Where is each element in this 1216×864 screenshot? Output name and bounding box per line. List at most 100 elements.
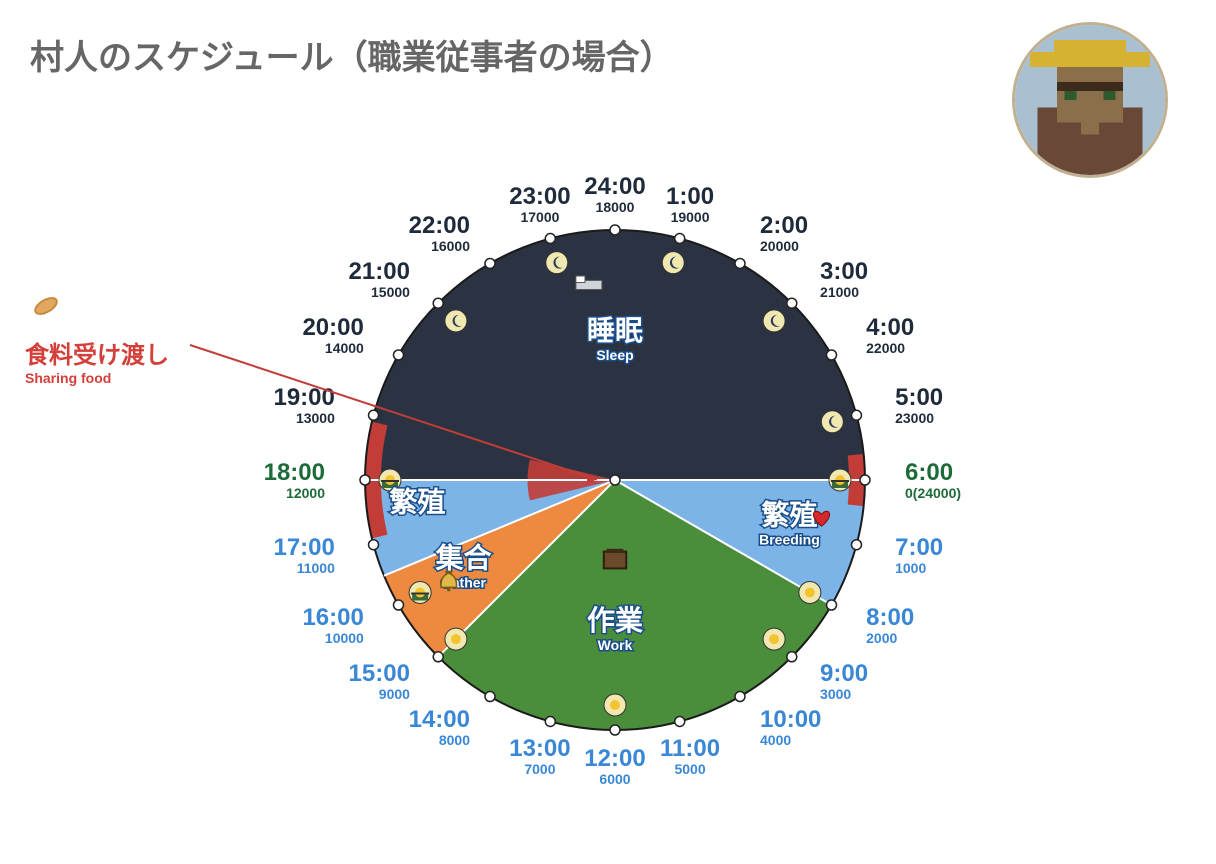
tick-dot-12 bbox=[610, 725, 620, 735]
tick-dot-24 bbox=[610, 225, 620, 235]
tick-dot-23 bbox=[545, 234, 555, 244]
svg-text:8:00: 8:00 bbox=[866, 604, 914, 631]
tick-dot-19 bbox=[369, 410, 379, 420]
svg-text:22:00: 22:00 bbox=[409, 212, 470, 239]
hour-label-13: 13:007000 bbox=[509, 735, 570, 777]
hour-label-23: 23:0017000 bbox=[509, 183, 570, 225]
tick-dot-4 bbox=[827, 350, 837, 360]
tick-dot-17 bbox=[369, 540, 379, 550]
svg-text:集合: 集合 bbox=[434, 542, 492, 574]
svg-text:18000: 18000 bbox=[596, 199, 635, 215]
phase-icon-dawn bbox=[829, 469, 851, 491]
tick-dot-1 bbox=[675, 234, 685, 244]
svg-text:3000: 3000 bbox=[820, 686, 851, 702]
tick-dot-10 bbox=[735, 692, 745, 702]
svg-text:18:00: 18:00 bbox=[264, 459, 325, 486]
svg-text:23000: 23000 bbox=[895, 410, 934, 426]
composter-icon bbox=[604, 549, 626, 569]
svg-text:5000: 5000 bbox=[674, 761, 705, 777]
phase-icon-day bbox=[445, 628, 467, 650]
svg-text:16:00: 16:00 bbox=[302, 604, 363, 631]
svg-text:10000: 10000 bbox=[325, 630, 364, 646]
hour-label-2: 2:0020000 bbox=[760, 212, 808, 254]
svg-text:2000: 2000 bbox=[866, 630, 897, 646]
svg-text:7000: 7000 bbox=[524, 761, 555, 777]
tick-dot-15 bbox=[433, 652, 443, 662]
svg-text:11000: 11000 bbox=[297, 560, 335, 576]
schedule-clock-chart: 24:00180001:00190002:00200003:00210004:0… bbox=[0, 0, 1216, 864]
phase-icon-night bbox=[662, 252, 684, 274]
svg-text:Work: Work bbox=[598, 637, 633, 653]
svg-text:12:00: 12:00 bbox=[584, 745, 645, 772]
svg-text:16000: 16000 bbox=[431, 238, 470, 254]
svg-text:23:00: 23:00 bbox=[509, 183, 570, 210]
svg-text:9:00: 9:00 bbox=[820, 660, 868, 687]
hour-label-20: 20:0014000 bbox=[302, 314, 364, 356]
svg-text:21000: 21000 bbox=[820, 284, 859, 300]
svg-text:14:00: 14:00 bbox=[409, 706, 470, 733]
svg-text:睡眠: 睡眠 bbox=[587, 315, 643, 346]
svg-text:17000: 17000 bbox=[520, 209, 559, 225]
svg-text:2:00: 2:00 bbox=[760, 212, 808, 239]
svg-text:0(24000): 0(24000) bbox=[905, 485, 961, 501]
svg-text:作業: 作業 bbox=[587, 605, 643, 636]
hour-label-4: 4:0022000 bbox=[866, 314, 914, 356]
svg-text:22000: 22000 bbox=[866, 340, 905, 356]
hour-label-8: 8:002000 bbox=[866, 604, 914, 646]
svg-text:9000: 9000 bbox=[379, 686, 410, 702]
tick-dot-20 bbox=[393, 350, 403, 360]
hour-label-18: 18:0012000 bbox=[264, 459, 326, 501]
tick-dot-18 bbox=[360, 475, 370, 485]
phase-icon-day bbox=[799, 582, 821, 604]
hour-label-16: 16:0010000 bbox=[302, 604, 364, 646]
svg-text:4:00: 4:00 bbox=[866, 314, 914, 341]
tick-dot-9 bbox=[787, 652, 797, 662]
svg-text:3:00: 3:00 bbox=[820, 258, 868, 285]
tick-dot-6 bbox=[860, 475, 870, 485]
hour-label-21: 21:0015000 bbox=[349, 258, 411, 300]
tick-dot-11 bbox=[675, 716, 685, 726]
svg-text:繁殖: 繁殖 bbox=[761, 499, 817, 530]
svg-text:5:00: 5:00 bbox=[895, 384, 943, 411]
tick-dot-3 bbox=[787, 298, 797, 308]
svg-text:19:00: 19:00 bbox=[273, 384, 334, 411]
hour-label-6: 6:000(24000) bbox=[905, 459, 961, 501]
tick-dot-16 bbox=[393, 600, 403, 610]
svg-text:7:00: 7:00 bbox=[895, 534, 943, 561]
svg-text:11:00: 11:00 bbox=[660, 735, 720, 762]
tick-dot-21 bbox=[433, 298, 443, 308]
tick-dot-7 bbox=[851, 540, 861, 550]
phase-icon-night bbox=[445, 310, 467, 332]
phase-icon-night bbox=[763, 310, 785, 332]
tick-dot-13 bbox=[545, 716, 555, 726]
svg-text:繁殖: 繁殖 bbox=[389, 486, 445, 517]
hour-label-9: 9:003000 bbox=[820, 660, 868, 702]
hour-label-3: 3:0021000 bbox=[820, 258, 868, 300]
svg-text:14000: 14000 bbox=[325, 340, 364, 356]
tick-dot-14 bbox=[485, 692, 495, 702]
svg-text:Breeding: Breeding bbox=[759, 531, 820, 547]
hour-label-24: 24:0018000 bbox=[584, 173, 645, 215]
svg-text:19000: 19000 bbox=[671, 209, 710, 225]
hour-label-10: 10:004000 bbox=[760, 706, 821, 748]
tick-dot-8 bbox=[827, 600, 837, 610]
hour-label-17: 17:0011000 bbox=[273, 534, 335, 576]
tick-dot-2 bbox=[735, 258, 745, 268]
tick-dot-5 bbox=[851, 410, 861, 420]
hour-label-14: 14:008000 bbox=[409, 706, 471, 748]
svg-text:15000: 15000 bbox=[371, 284, 410, 300]
svg-text:17:00: 17:00 bbox=[273, 534, 334, 561]
hour-label-5: 5:0023000 bbox=[895, 384, 943, 426]
phase-icon-dusk bbox=[409, 582, 431, 604]
svg-text:8000: 8000 bbox=[439, 732, 470, 748]
hour-label-12: 12:006000 bbox=[584, 745, 645, 787]
hour-label-15: 15:009000 bbox=[349, 660, 411, 702]
svg-text:Sleep: Sleep bbox=[596, 347, 633, 363]
svg-text:1000: 1000 bbox=[895, 560, 926, 576]
svg-text:13000: 13000 bbox=[296, 410, 335, 426]
hour-label-22: 22:0016000 bbox=[409, 212, 471, 254]
tick-dot-22 bbox=[485, 258, 495, 268]
svg-text:12000: 12000 bbox=[286, 485, 325, 501]
hour-label-11: 11:005000 bbox=[660, 735, 720, 777]
svg-text:6:00: 6:00 bbox=[905, 459, 953, 486]
